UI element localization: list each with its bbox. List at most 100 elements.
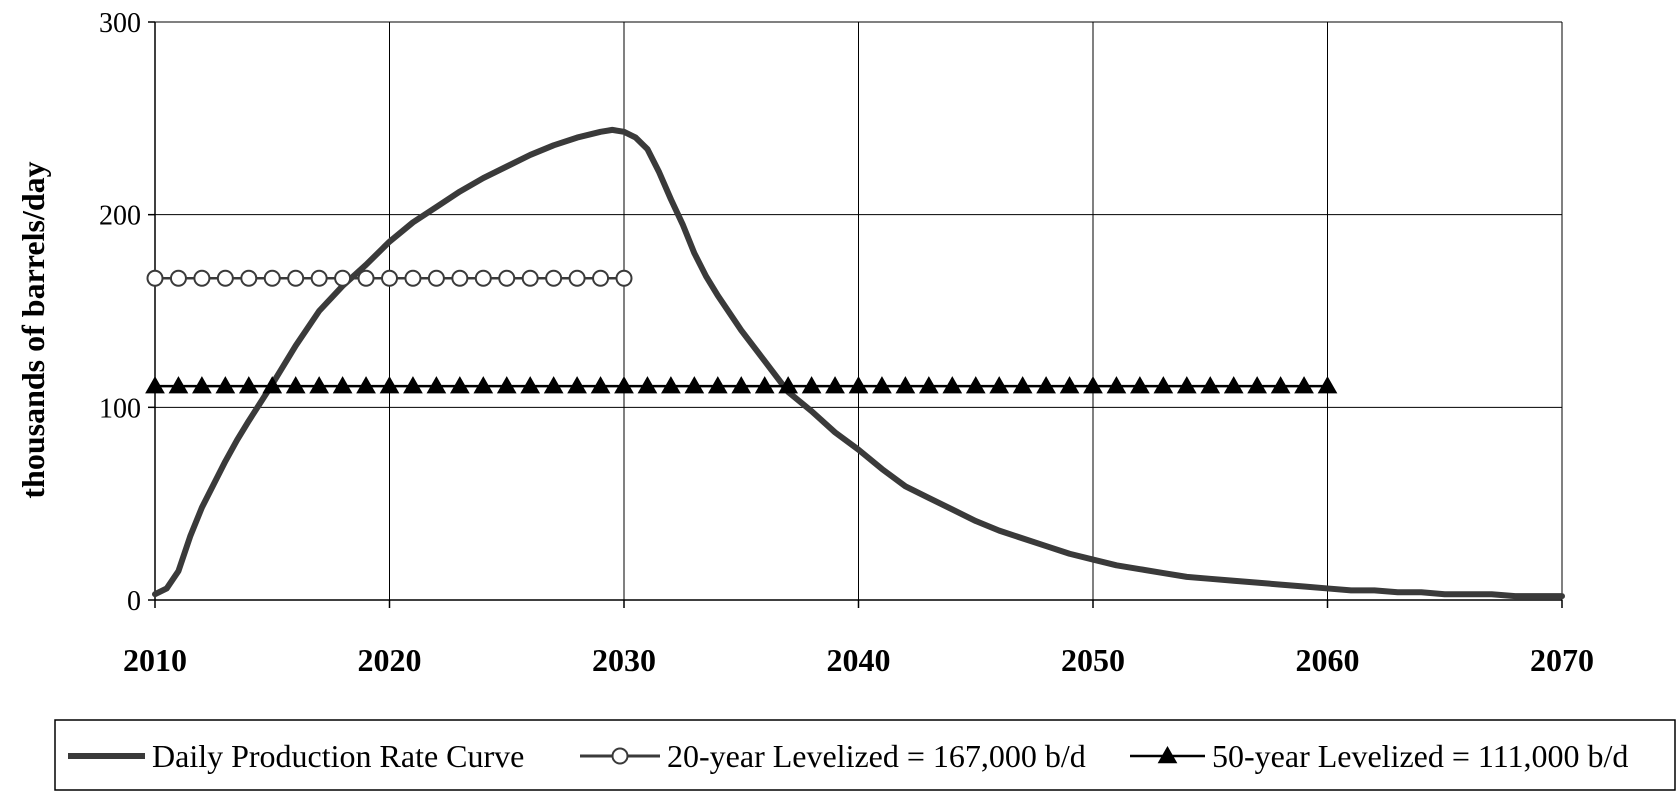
series-2-point-48 <box>1270 376 1291 394</box>
series-2-point-3 <box>215 376 236 394</box>
series-2-point-33 <box>918 376 939 394</box>
legend-label-1: 20-year Levelized = 167,000 b/d <box>667 738 1086 774</box>
series-1 <box>146 269 633 287</box>
series-2-point-26 <box>754 376 775 394</box>
y-tick-label-2: 200 <box>99 201 141 232</box>
series-1-point-12 <box>427 269 445 287</box>
y-tick-label-3: 300 <box>99 8 141 39</box>
series-2-point-16 <box>520 376 541 394</box>
series-1-point-17 <box>545 269 563 287</box>
series-2-point-45 <box>1200 376 1221 394</box>
series-2-point-42 <box>1130 376 1150 394</box>
series-1-point-4 <box>240 269 258 287</box>
y-axis-label: thousands of barrels/day <box>15 161 51 498</box>
legend-label-0: Daily Production Rate Curve <box>152 738 524 774</box>
series-2-point-29 <box>825 376 845 394</box>
series-1-point-6 <box>287 269 305 287</box>
series-2-point-27 <box>778 376 799 394</box>
series-2-point-20 <box>614 376 634 394</box>
series-1-point-8 <box>334 269 352 287</box>
series-2-point-25 <box>731 376 752 394</box>
series-2-point-32 <box>895 376 916 394</box>
series-1-point-14 <box>474 269 492 287</box>
series-1-point-16 <box>521 269 539 287</box>
series-2-point-31 <box>872 376 892 394</box>
series-2-point-41 <box>1106 376 1127 394</box>
series-2-point-37 <box>1012 376 1033 394</box>
series-2-point-18 <box>567 376 587 394</box>
series-1-point-19 <box>592 269 610 287</box>
series-2-point-15 <box>496 376 517 394</box>
x-tick-label-1: 2020 <box>358 642 422 678</box>
series-1-point-9 <box>357 269 375 287</box>
x-tick-label-6: 2070 <box>1530 642 1594 678</box>
series-2-point-36 <box>989 376 1010 394</box>
series-2-point-40 <box>1083 376 1103 394</box>
series-2-point-22 <box>661 376 681 394</box>
series-2-point-11 <box>403 376 423 394</box>
series-line-0 <box>152 126 1565 600</box>
series-2-point-9 <box>356 376 376 394</box>
x-tick-label-3: 2040 <box>827 642 891 678</box>
series-1-point-10 <box>381 269 398 287</box>
series-1-point-7 <box>310 269 328 287</box>
series-2-point-38 <box>1036 376 1056 394</box>
series-2-point-8 <box>332 376 353 394</box>
x-tick-label-5: 2060 <box>1296 642 1360 678</box>
series-layer <box>145 126 1565 600</box>
series-2-point-39 <box>1059 376 1080 394</box>
series-1-point-20 <box>615 269 633 287</box>
series-1-point-18 <box>568 269 586 287</box>
series-2-point-4 <box>238 376 259 394</box>
axes: 0 100 200 300 2010 2020 2030 2040 2050 2060 2070 <box>99 8 1594 678</box>
series-2-point-10 <box>379 376 400 394</box>
series-1-point-5 <box>263 269 281 287</box>
y-tick-label-0: 0 <box>127 586 141 617</box>
series-2-point-7 <box>309 376 330 394</box>
legend-box <box>54 719 1676 791</box>
x-tick-label-4: 2050 <box>1061 642 1125 678</box>
series-2-point-34 <box>942 376 963 394</box>
series-2-point-14 <box>473 376 494 394</box>
grid <box>154 21 1563 601</box>
series-2-point-46 <box>1223 376 1244 394</box>
series-2-point-44 <box>1176 376 1197 394</box>
series-2-point-2 <box>192 376 212 394</box>
legend-marker-2 <box>1157 745 1178 764</box>
legend-label-2: 50-year Levelized = 111,000 b/d <box>1212 738 1628 774</box>
series-2-point-21 <box>637 376 658 394</box>
series-2-point-49 <box>1294 376 1314 394</box>
x-tick-label-0: 2010 <box>123 642 187 678</box>
y-tick-label-1: 100 <box>99 393 141 424</box>
series-1-point-13 <box>451 269 469 287</box>
series-2-point-1 <box>168 376 189 394</box>
series-1-point-1 <box>169 269 187 287</box>
legend: Daily Production Rate Curve 20-year Level… <box>54 719 1676 791</box>
series-1-point-11 <box>404 269 422 287</box>
series-1-point-2 <box>193 269 211 287</box>
series-1-point-3 <box>216 269 234 287</box>
series-2-point-23 <box>684 376 705 394</box>
series-2-point-35 <box>965 376 986 394</box>
series-1-point-0 <box>146 269 164 287</box>
series-1-point-15 <box>498 269 516 287</box>
series-2 <box>145 376 1338 394</box>
series-2-point-24 <box>707 376 728 394</box>
series-2-point-30 <box>848 376 869 394</box>
series-2-point-5 <box>262 376 283 394</box>
series-2-point-12 <box>426 376 447 394</box>
series-2-point-43 <box>1153 376 1174 394</box>
series-2-point-19 <box>590 376 611 394</box>
legend-marker-1 <box>611 747 629 765</box>
x-tick-label-2: 2030 <box>592 642 656 678</box>
series-2-point-28 <box>801 376 822 394</box>
series-2-point-13 <box>449 376 470 394</box>
series-2-point-6 <box>285 376 306 394</box>
series-2-point-0 <box>145 376 165 394</box>
series-2-point-17 <box>543 376 564 394</box>
series-2-point-47 <box>1247 376 1268 394</box>
series-2-point-50 <box>1317 376 1338 394</box>
series-0 <box>152 126 1565 600</box>
